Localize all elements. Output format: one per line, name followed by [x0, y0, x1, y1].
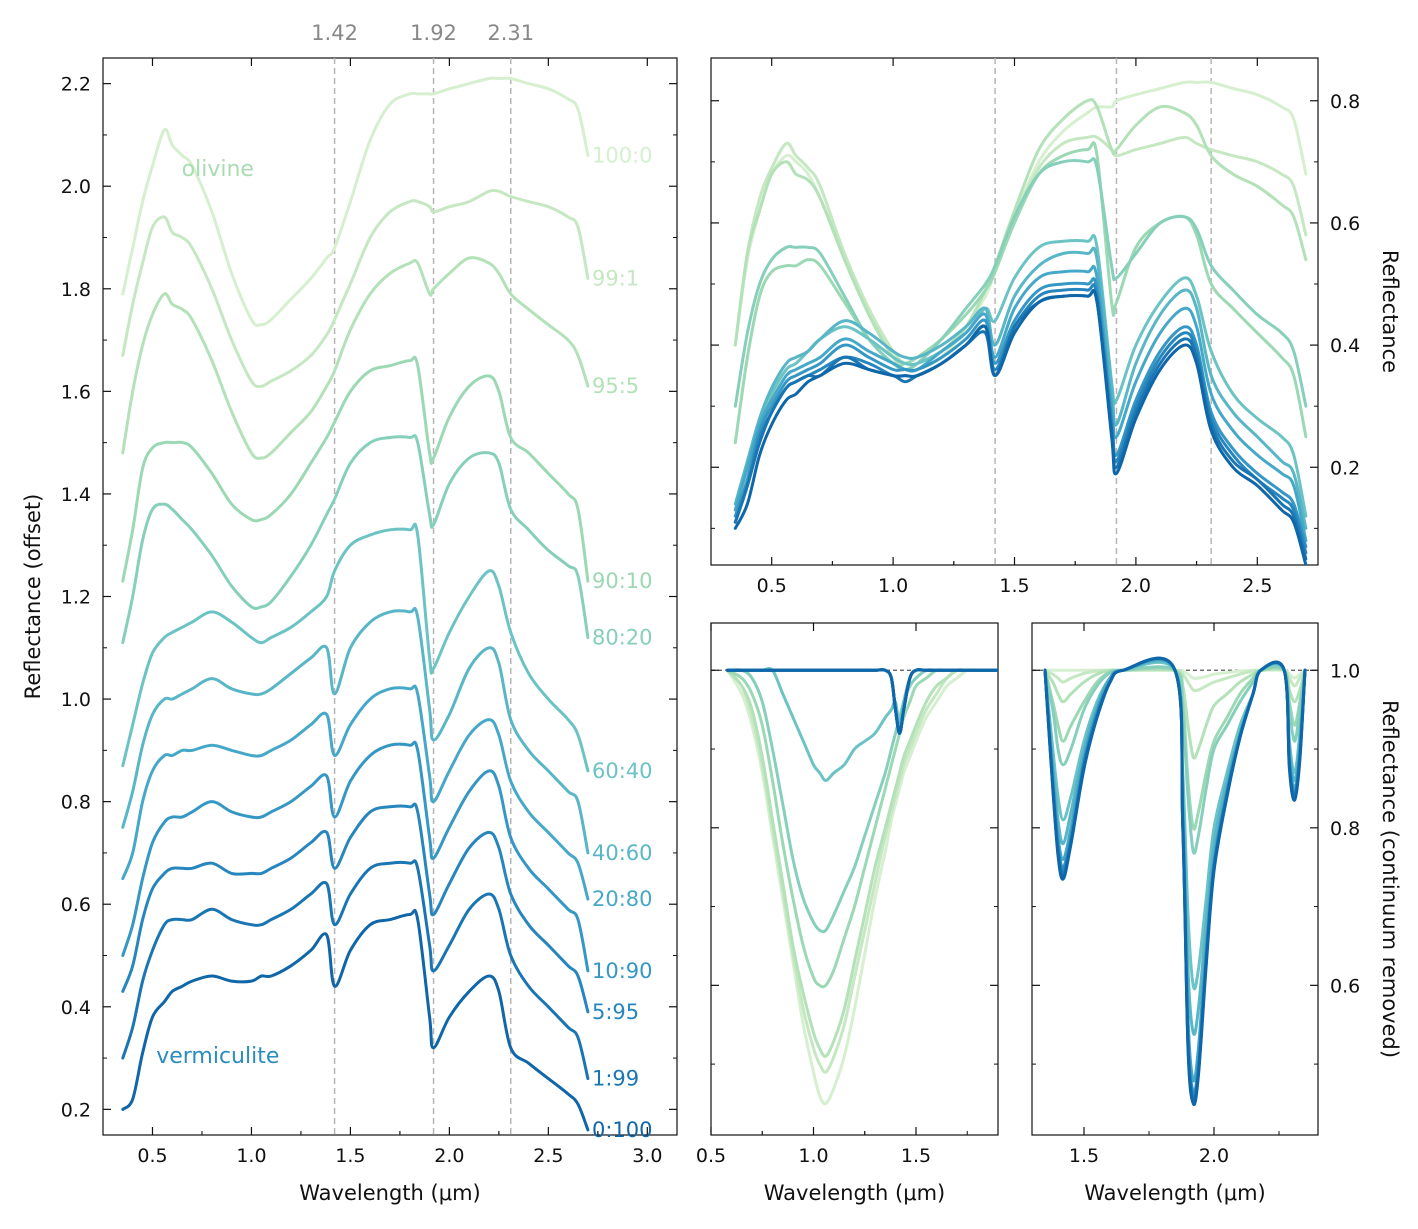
- bottom-right-series-8: [1043, 657, 1307, 1095]
- bottom-right-ytick-label-0: 0.6: [1330, 975, 1360, 997]
- left-series-label-7: 20:80: [592, 887, 653, 911]
- top-right-ytick-label-3: 0.8: [1330, 91, 1360, 113]
- left-series-0: [121, 76, 590, 327]
- top-right-xtick-label-4: 2.5: [1242, 575, 1272, 597]
- top-right-series-10: [733, 289, 1308, 561]
- top-right-series-3: [733, 141, 1308, 445]
- left-ytick-label-10: 2.2: [61, 74, 91, 96]
- left-xtick-label-5: 3.0: [632, 1145, 662, 1167]
- left-series-label-1: 99:1: [592, 267, 639, 291]
- left-series-3: [121, 355, 590, 583]
- left-series-label-2: 95:5: [592, 374, 639, 398]
- top-right-series-11: [733, 288, 1308, 565]
- left-series-label-11: 0:100: [592, 1118, 653, 1142]
- left-vline-label-2: 2.31: [487, 21, 534, 45]
- bottom-right-axes-frame: [1031, 622, 1319, 1136]
- left-series-label-6: 40:60: [592, 841, 653, 865]
- bottom-middle-series-2: [725, 668, 998, 1058]
- left-ytick-label-8: 1.8: [61, 279, 91, 301]
- bottom-right-series-6: [1043, 659, 1307, 1036]
- left-ytick-label-5: 1.2: [61, 587, 91, 609]
- top-right-xtick-label-0: 0.5: [757, 575, 787, 597]
- top-right-ytick-label-0: 0.2: [1330, 457, 1360, 479]
- top-right-series-5: [733, 233, 1308, 518]
- left-vline-label-0: 1.42: [311, 21, 358, 45]
- bottom-right-series-9: [1043, 656, 1307, 1099]
- left-series-label-10: 1:99: [592, 1067, 639, 1091]
- left-series-label-3: 90:10: [592, 569, 653, 593]
- left-series-6: [121, 606, 590, 855]
- left-ytick-label-7: 1.6: [61, 381, 91, 403]
- bottom-middle-xtick-label-1: 1.0: [798, 1145, 828, 1167]
- left-ytick-label-1: 0.4: [61, 997, 91, 1019]
- left-series-label-4: 80:20: [592, 626, 653, 650]
- left-ytick-label-9: 2.0: [61, 176, 91, 198]
- top-right-series-2: [733, 98, 1308, 372]
- left-xlabel: Wavelength (μm): [299, 1181, 480, 1205]
- left-series-9: [121, 802, 590, 1014]
- left-series-5: [121, 522, 590, 773]
- bottom-right-xlabel: Wavelength (μm): [1084, 1181, 1265, 1205]
- left-series-2: [121, 256, 590, 460]
- bottom-right-ytick-label-2: 1.0: [1330, 660, 1360, 682]
- top-right-ylabel: Reflectance: [1378, 250, 1402, 373]
- left-series-label-9: 5:95: [592, 1000, 639, 1024]
- top-right-series-6: [733, 246, 1308, 530]
- left-ytick-label-4: 1.0: [61, 689, 91, 711]
- left-series-10: [121, 859, 590, 1081]
- left-xtick-label-4: 2.5: [533, 1145, 563, 1167]
- bottom-right-ylabel: Reflectance (continuum removed): [1378, 700, 1402, 1058]
- top-right-series-1: [733, 134, 1308, 367]
- left-ytick-label-6: 1.4: [61, 484, 91, 506]
- left-series-label-5: 60:40: [592, 759, 653, 783]
- top-right-xtick-label-2: 1.5: [999, 575, 1029, 597]
- bottom-right-series-11: [1043, 656, 1307, 1107]
- left-xtick-label-3: 2.0: [434, 1145, 464, 1167]
- left-ytick-label-0: 0.2: [61, 1099, 91, 1121]
- left-series-label-0: 100:0: [592, 143, 653, 167]
- bottom-middle-xtick-label-0: 0.5: [696, 1145, 726, 1167]
- bottom-right-series-7: [1043, 657, 1307, 1083]
- left-annotation-0: olivine: [182, 157, 254, 182]
- left-annotation-1: vermiculite: [156, 1044, 279, 1069]
- left-series-4: [121, 434, 590, 645]
- bottom-middle-series-11: [725, 668, 998, 735]
- top-right-ytick-label-2: 0.6: [1330, 213, 1360, 235]
- left-series-11: [121, 908, 590, 1132]
- left-ylabel: Reflectance (offset): [21, 494, 45, 700]
- left-series-7: [121, 684, 590, 901]
- left-series-8: [121, 740, 590, 973]
- top-right-series-4: [733, 157, 1308, 408]
- bottom-middle-xtick-label-2: 1.5: [901, 1145, 931, 1167]
- bottom-middle-xlabel: Wavelength (μm): [764, 1181, 945, 1205]
- top-right-xtick-label-3: 2.0: [1121, 575, 1151, 597]
- left-vline-label-1: 1.92: [410, 21, 457, 45]
- left-series-label-8: 10:90: [592, 959, 653, 983]
- top-right-xtick-label-1: 1.0: [878, 575, 908, 597]
- bottom-right-xtick-label-1: 2.0: [1199, 1145, 1229, 1167]
- left-ytick-label-3: 0.8: [61, 792, 91, 814]
- top-right-ytick-label-1: 0.4: [1330, 335, 1360, 357]
- left-axes-frame: [102, 57, 678, 1136]
- bottom-right-xtick-label-0: 1.5: [1069, 1145, 1099, 1167]
- bottom-middle-series-0: [725, 668, 998, 1106]
- bottom-middle-axes-frame: [710, 622, 999, 1136]
- left-series-1: [121, 188, 590, 389]
- top-right-series-0: [733, 80, 1308, 373]
- left-xtick-label-1: 1.0: [236, 1145, 266, 1167]
- bottom-right-ytick-label-1: 0.8: [1330, 818, 1360, 840]
- left-xtick-label-0: 0.5: [137, 1145, 167, 1167]
- bottom-right-series-10: [1043, 656, 1307, 1103]
- top-right-series-7: [733, 264, 1308, 543]
- left-xtick-label-2: 1.5: [335, 1145, 365, 1167]
- left-ytick-label-2: 0.6: [61, 894, 91, 916]
